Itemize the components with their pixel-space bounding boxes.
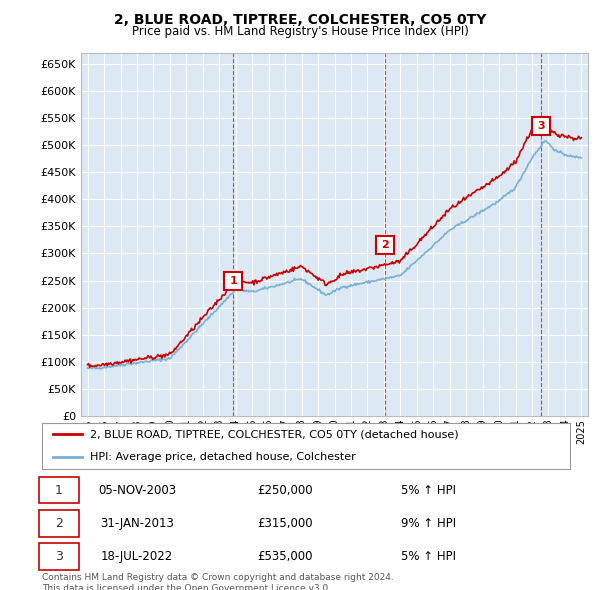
Text: Contains HM Land Registry data © Crown copyright and database right 2024.
This d: Contains HM Land Registry data © Crown c…: [42, 573, 394, 590]
Text: 9% ↑ HPI: 9% ↑ HPI: [401, 517, 456, 530]
Text: 1: 1: [55, 484, 63, 497]
Text: 5% ↑ HPI: 5% ↑ HPI: [401, 550, 456, 563]
Text: 3: 3: [537, 121, 545, 131]
Text: Price paid vs. HM Land Registry's House Price Index (HPI): Price paid vs. HM Land Registry's House …: [131, 25, 469, 38]
Text: 18-JUL-2022: 18-JUL-2022: [101, 550, 173, 563]
Text: 2, BLUE ROAD, TIPTREE, COLCHESTER, CO5 0TY: 2, BLUE ROAD, TIPTREE, COLCHESTER, CO5 0…: [114, 13, 486, 27]
Text: 2, BLUE ROAD, TIPTREE, COLCHESTER, CO5 0TY (detached house): 2, BLUE ROAD, TIPTREE, COLCHESTER, CO5 0…: [89, 429, 458, 439]
Text: 2: 2: [382, 240, 389, 250]
Text: £535,000: £535,000: [257, 550, 313, 563]
Text: £315,000: £315,000: [257, 517, 313, 530]
Text: 3: 3: [55, 550, 63, 563]
Text: £250,000: £250,000: [257, 484, 313, 497]
Text: 31-JAN-2013: 31-JAN-2013: [100, 517, 174, 530]
Text: 5% ↑ HPI: 5% ↑ HPI: [401, 484, 456, 497]
FancyBboxPatch shape: [40, 510, 79, 536]
Text: 2: 2: [55, 517, 63, 530]
FancyBboxPatch shape: [40, 477, 79, 503]
Text: 1: 1: [229, 276, 237, 286]
FancyBboxPatch shape: [40, 543, 79, 569]
Text: 05-NOV-2003: 05-NOV-2003: [98, 484, 176, 497]
Text: HPI: Average price, detached house, Colchester: HPI: Average price, detached house, Colc…: [89, 452, 355, 462]
